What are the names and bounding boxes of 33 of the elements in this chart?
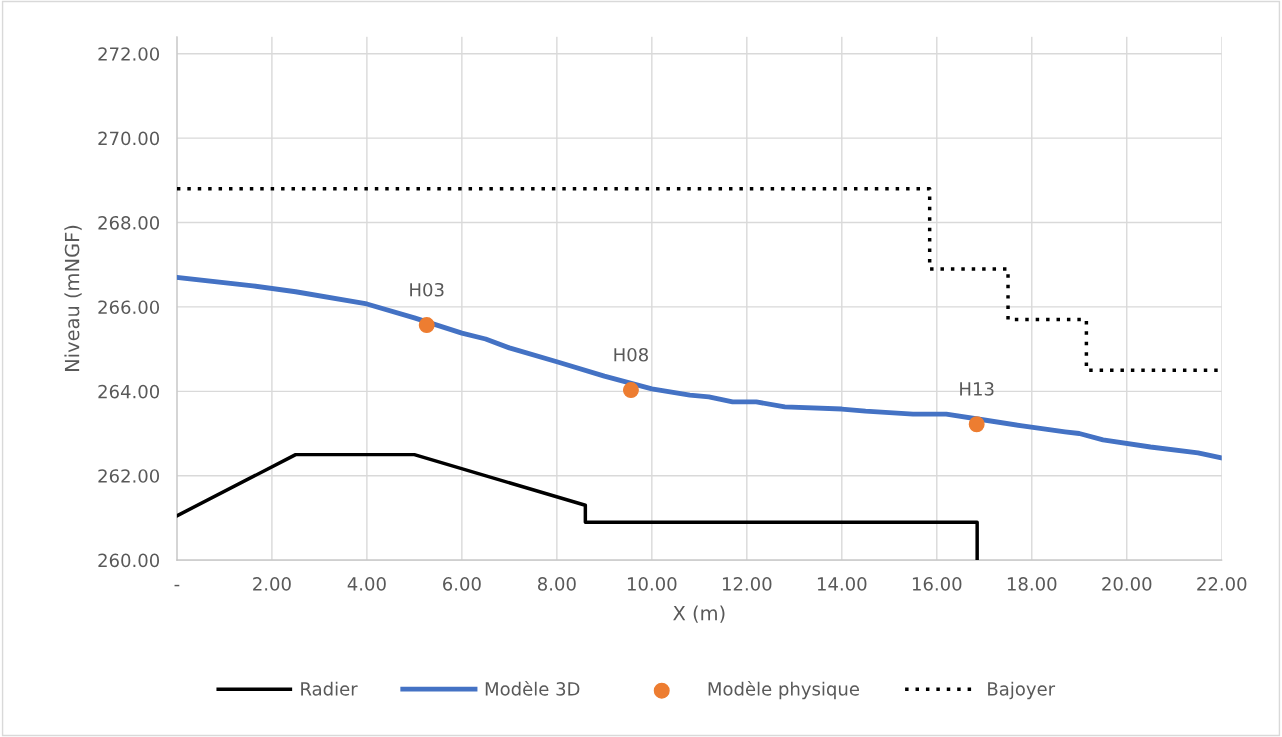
- y-axis-title: Niveau (mNGF): [64, 225, 82, 371]
- y-tick-label: 270.00: [98, 131, 160, 146]
- y-tick-label: 260.00: [98, 553, 160, 568]
- x-tick-label: 22.00: [1197, 577, 1247, 591]
- data-label: H08: [614, 347, 648, 362]
- data-label: H03: [410, 282, 444, 297]
- x-tick-label: 10.00: [627, 577, 677, 591]
- point: [622, 382, 639, 399]
- x-tick-label: 8.00: [537, 577, 576, 591]
- point: [418, 317, 435, 334]
- x-tick-label: 14.00: [817, 577, 867, 591]
- x-tick-label: 12.00: [722, 577, 772, 591]
- x-tick-label: 2.00: [253, 577, 291, 591]
- y-tick-label: 266.00: [98, 300, 160, 315]
- legend-label: Modèle 3D: [485, 681, 580, 696]
- point: [968, 416, 985, 433]
- x-tick-label: 16.00: [912, 577, 962, 591]
- x-tick-label: -: [174, 584, 180, 587]
- x-tick-label: 4.00: [347, 577, 386, 591]
- legend-label: Modèle physique: [708, 681, 860, 700]
- x-tick-label: 6.00: [443, 577, 481, 591]
- y-tick-label: 268.00: [98, 215, 160, 230]
- x-tick-label: 20.00: [1102, 577, 1152, 591]
- y-tick-label: 262.00: [98, 469, 160, 483]
- x-tick-label: 18.00: [1007, 577, 1057, 591]
- legend-label: Bajoyer: [988, 681, 1056, 700]
- y-tick-label: 272.00: [98, 47, 160, 61]
- line-series: [176, 452, 979, 561]
- line-series: [176, 274, 1222, 461]
- y-tick-label: 264.00: [98, 384, 160, 399]
- legend-label: Radier: [301, 681, 358, 696]
- data-label: H13: [960, 382, 994, 396]
- x-axis-title: X (m): [673, 605, 725, 623]
